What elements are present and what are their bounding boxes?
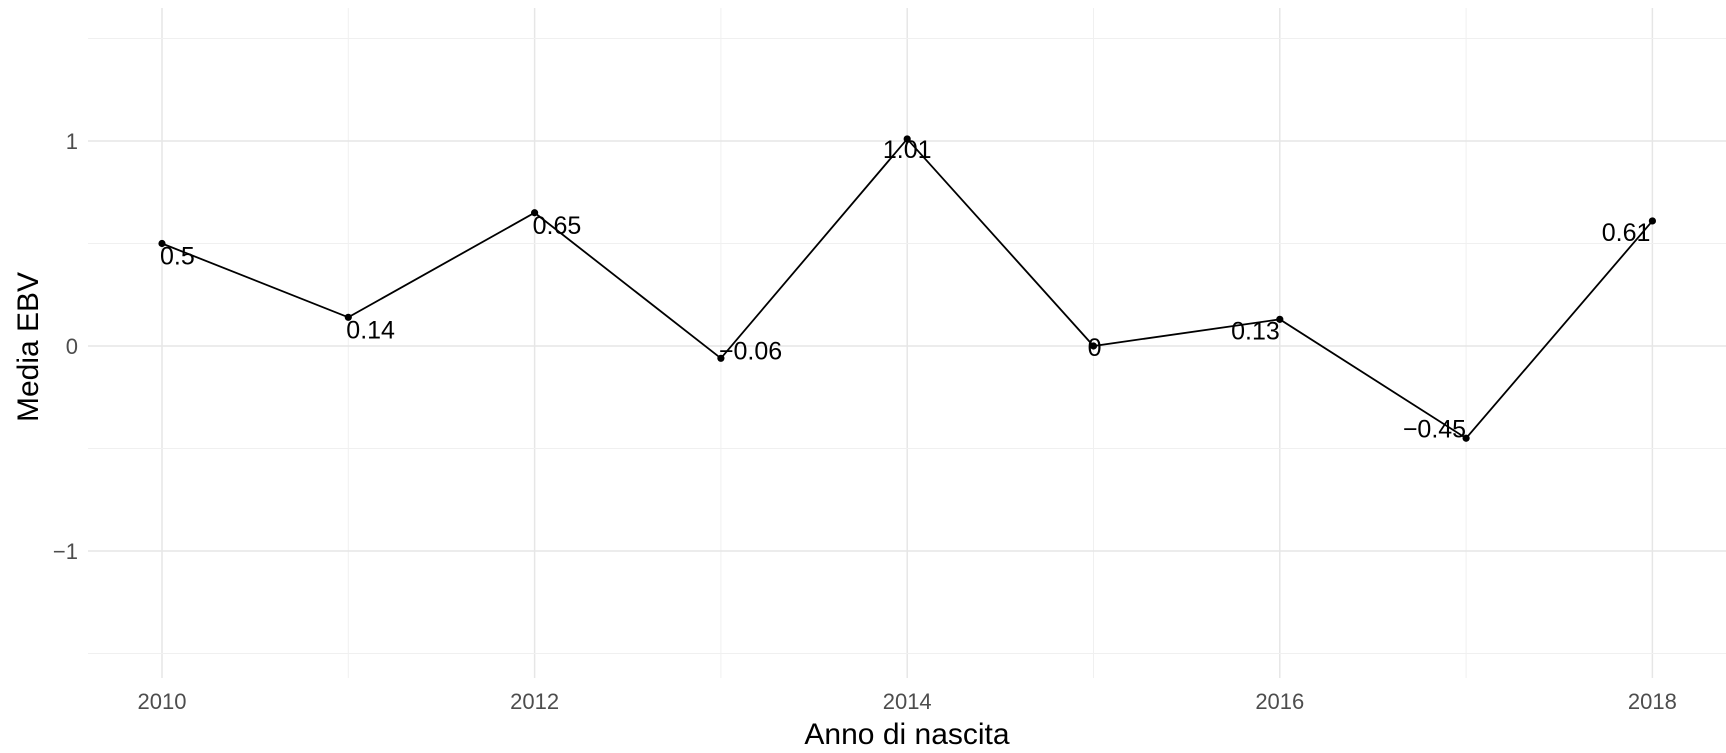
data-label: −0.45 bbox=[1403, 415, 1466, 443]
data-label: −0.06 bbox=[719, 337, 782, 365]
y-tick-label: 1 bbox=[66, 129, 78, 154]
y-axis-title: Media EBV bbox=[12, 272, 45, 422]
data-label: 0 bbox=[1088, 334, 1102, 362]
data-point bbox=[158, 239, 166, 248]
data-point bbox=[1462, 434, 1470, 442]
data-point bbox=[1648, 217, 1656, 225]
data-label: 0.13 bbox=[1231, 317, 1280, 345]
data-label: 0.14 bbox=[346, 316, 395, 344]
data-label: 0.65 bbox=[533, 212, 582, 240]
y-tick-label: −1 bbox=[53, 539, 78, 564]
x-tick-label: 2010 bbox=[138, 689, 187, 714]
data-label: 0.61 bbox=[1602, 219, 1651, 247]
x-tick-label: 2016 bbox=[1255, 689, 1304, 714]
data-point bbox=[344, 313, 352, 321]
data-point bbox=[1276, 315, 1284, 323]
data-label: 0.5 bbox=[160, 243, 195, 271]
data-points bbox=[158, 135, 1656, 442]
data-point bbox=[1089, 342, 1098, 350]
x-tick-label: 2014 bbox=[883, 689, 932, 714]
x-axis-ticks: 2010 2012 2014 2016 2018 bbox=[138, 689, 1677, 714]
x-axis-title: Anno di nascita bbox=[804, 718, 1009, 751]
data-labels: 0.5 0.14 0.65 −0.06 1.01 0 0.13 −0.45 0.61 bbox=[160, 136, 1650, 443]
y-tick-label: 0 bbox=[66, 334, 78, 359]
x-tick-label: 2018 bbox=[1628, 689, 1677, 714]
data-label: 1.01 bbox=[883, 136, 932, 164]
x-tick-label: 2012 bbox=[510, 689, 559, 714]
grid-lines bbox=[88, 8, 1726, 678]
data-point bbox=[717, 354, 725, 362]
data-point bbox=[531, 209, 539, 217]
y-axis-ticks: −1 0 1 bbox=[53, 129, 78, 564]
data-point bbox=[903, 135, 911, 143]
